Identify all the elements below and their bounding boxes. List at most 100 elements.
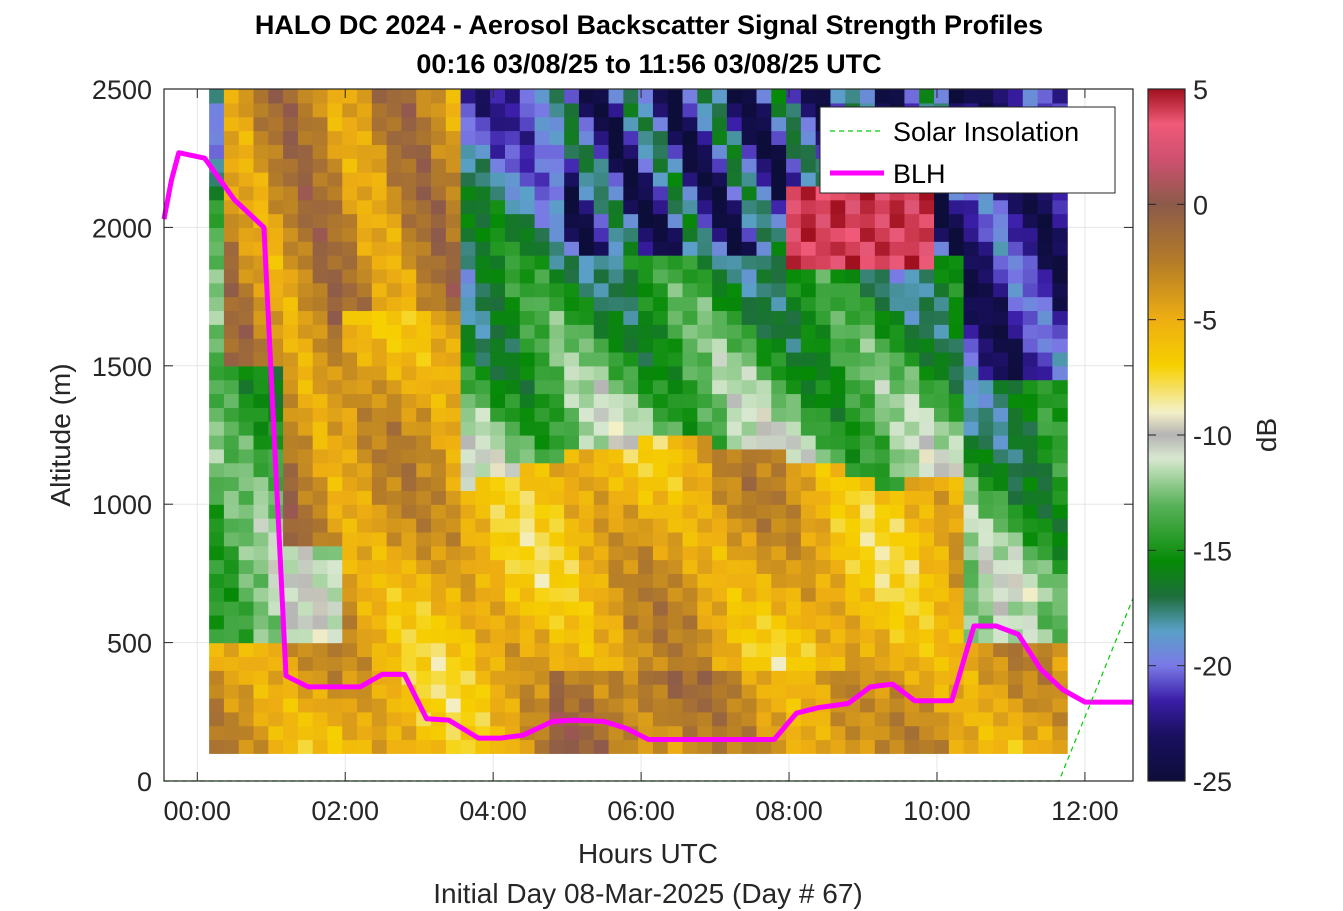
heatmap-cell [460, 296, 477, 312]
heatmap-cell [889, 518, 906, 533]
heatmap-cell [297, 573, 314, 588]
heatmap-cell [874, 559, 891, 574]
heatmap-cell [712, 725, 728, 741]
heatmap-cell [623, 739, 639, 754]
heatmap-cell [697, 102, 713, 118]
heatmap-cell [726, 89, 743, 104]
heatmap-cell [238, 559, 255, 574]
heatmap-cell [386, 587, 403, 602]
heatmap-cell [948, 587, 965, 602]
heatmap-cell [815, 504, 832, 519]
heatmap-cell [682, 614, 698, 630]
heatmap-cell [564, 379, 580, 395]
heatmap-cell [534, 559, 550, 574]
heatmap-cell [416, 601, 432, 616]
heatmap-cell [445, 407, 462, 422]
heatmap-cell [845, 268, 861, 284]
heatmap-cell [519, 628, 536, 644]
heatmap-cell [209, 601, 225, 616]
heatmap-cell [726, 310, 743, 325]
heatmap-cell [741, 642, 758, 658]
heatmap-cell [431, 296, 447, 312]
heatmap-cell [1022, 531, 1039, 547]
heatmap-cell [578, 601, 595, 616]
heatmap-cell [386, 199, 403, 215]
heatmap-cell [889, 365, 906, 381]
heatmap-cell [253, 697, 269, 713]
heatmap-cell [327, 102, 343, 118]
heatmap-cell [682, 711, 698, 727]
heatmap-cell [712, 739, 728, 754]
heatmap-cell [209, 518, 225, 533]
heatmap-cell [889, 670, 906, 685]
heatmap-cell [948, 628, 965, 644]
heatmap-cell [934, 407, 950, 422]
heatmap-cell [697, 684, 713, 699]
heatmap-cell [342, 116, 358, 132]
heatmap-cell [564, 268, 580, 284]
heatmap-cell [534, 684, 550, 699]
heatmap-cell [1052, 282, 1068, 298]
heatmap-cell [934, 227, 950, 242]
heatmap-cell [416, 462, 432, 478]
heatmap-cell [223, 407, 240, 422]
heatmap-cell [209, 199, 225, 215]
heatmap-cell [578, 227, 595, 242]
heatmap-cell [667, 628, 684, 644]
heatmap-cell [253, 545, 269, 561]
heatmap-cell [1052, 573, 1068, 588]
heatmap-cell [312, 476, 329, 491]
heatmap-cell [652, 255, 669, 270]
heatmap-cell [845, 365, 861, 381]
heatmap-cell [490, 379, 506, 395]
heatmap-cell [726, 130, 743, 145]
heatmap-cell [401, 282, 417, 298]
heatmap-cell [342, 531, 358, 547]
heatmap-cell [534, 545, 550, 561]
heatmap-cell [697, 89, 713, 104]
heatmap-cell [815, 642, 832, 658]
heatmap-cell [830, 518, 846, 533]
heatmap-cell [297, 601, 314, 616]
heatmap-cell [401, 296, 417, 312]
heatmap-cell [519, 158, 536, 173]
heatmap-cell [978, 227, 994, 242]
heatmap-cell [919, 504, 935, 519]
heatmap-cell [475, 199, 491, 215]
heatmap-cell [1037, 310, 1053, 325]
heatmap-cell [904, 670, 920, 685]
heatmap-cell [445, 379, 462, 395]
heatmap-cell [638, 379, 654, 395]
heatmap-cell [771, 89, 787, 104]
heatmap-cell [1007, 407, 1024, 422]
heatmap-cell [608, 531, 624, 547]
heatmap-cell [993, 421, 1009, 436]
heatmap-cell [431, 642, 447, 658]
heatmap-cell [593, 282, 610, 298]
heatmap-cell [712, 130, 728, 145]
heatmap-cell [209, 351, 225, 367]
heatmap-cell [342, 435, 358, 450]
heatmap-cell [993, 393, 1009, 408]
heatmap-cell [1052, 435, 1068, 450]
heatmap-cell [623, 559, 639, 574]
heatmap-cell [889, 642, 906, 658]
heatmap-cell [667, 573, 684, 588]
heatmap-cell [460, 144, 477, 159]
heatmap-cell [1007, 282, 1024, 298]
heatmap-cell [608, 351, 624, 367]
heatmap-cell [505, 559, 521, 574]
heatmap-cell [342, 697, 358, 713]
heatmap-cell [297, 725, 314, 741]
heatmap-cell [475, 130, 491, 145]
heatmap-cell [904, 351, 920, 367]
heatmap-cell [786, 476, 802, 491]
heatmap-cell [638, 421, 654, 436]
heatmap-cell [534, 310, 550, 325]
heatmap-cell [741, 587, 758, 602]
heatmap-cell [1007, 365, 1024, 381]
heatmap-cell [297, 518, 314, 533]
heatmap-cell [771, 531, 787, 547]
heatmap-cell [830, 504, 846, 519]
heatmap-cell [283, 559, 299, 574]
